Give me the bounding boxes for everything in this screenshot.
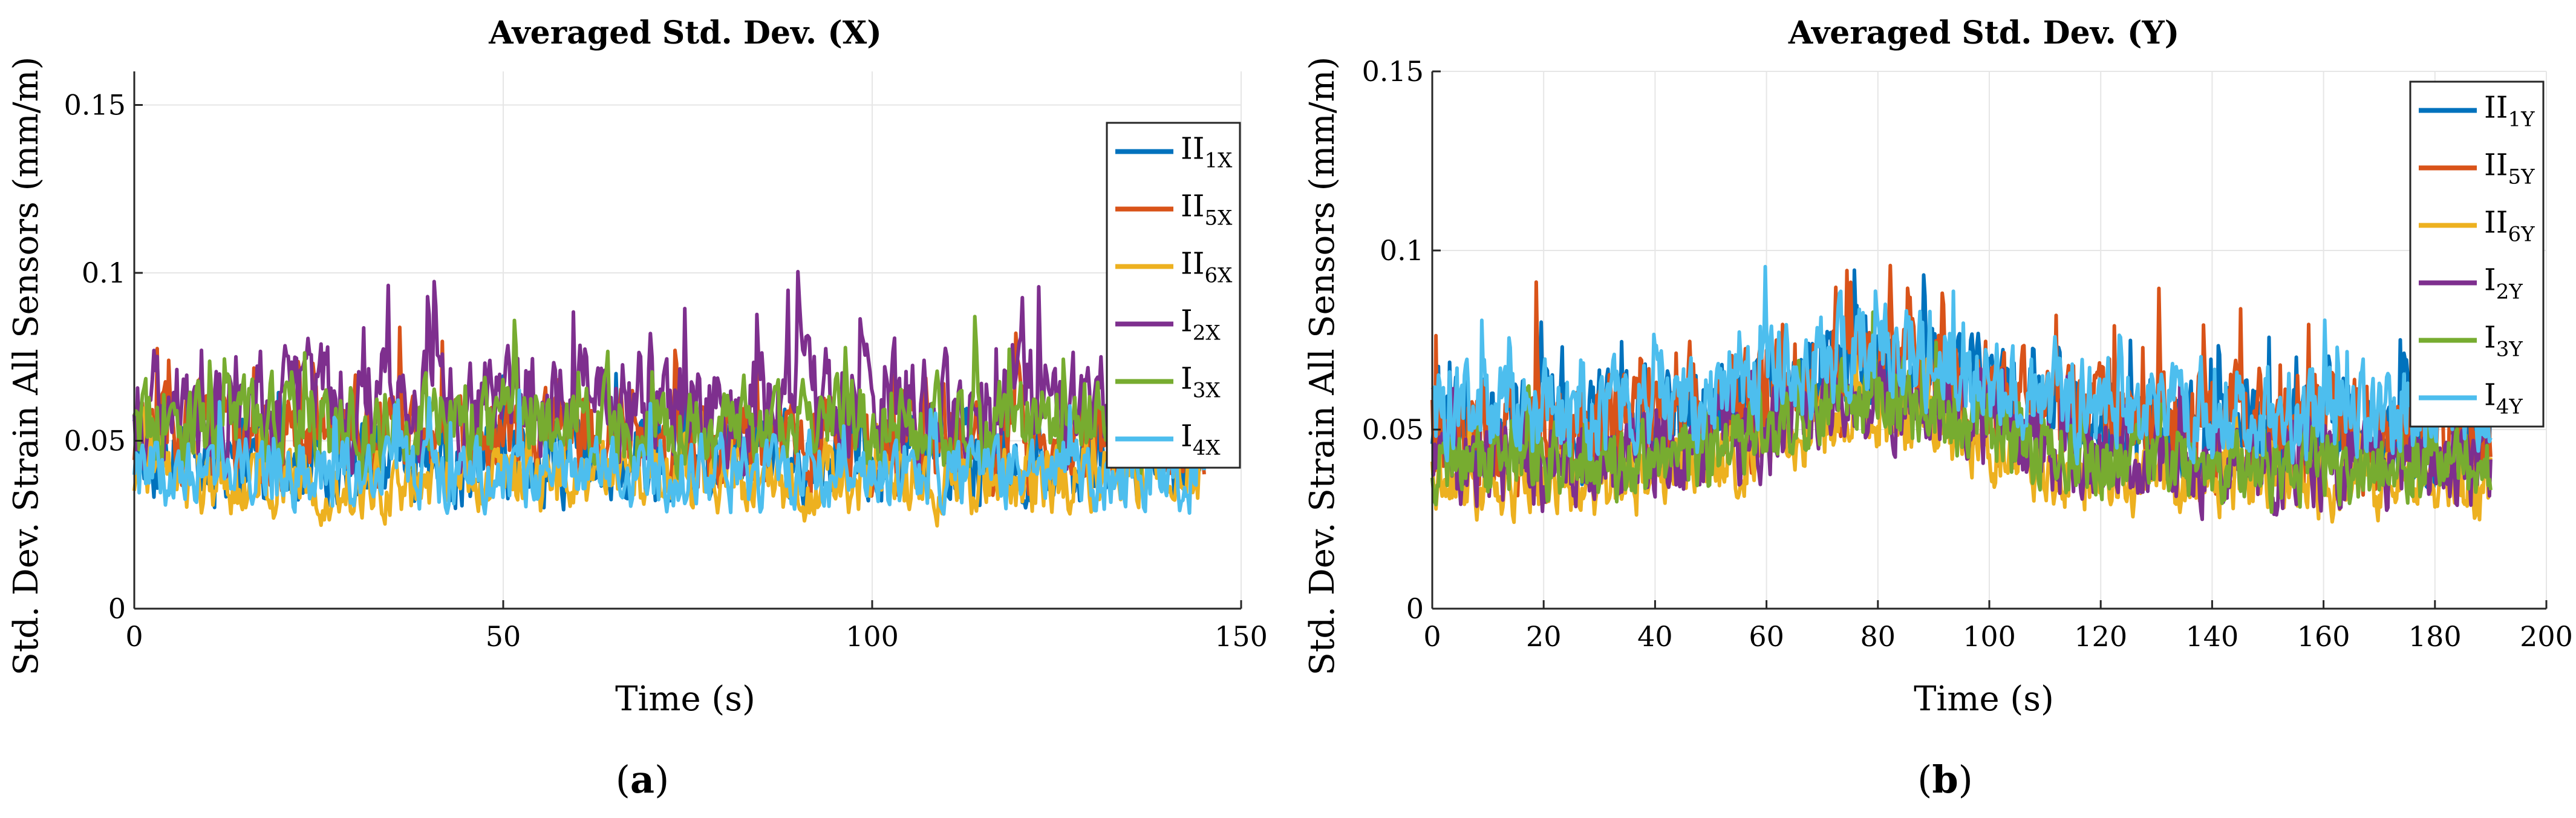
y-tick-label: 0.15 xyxy=(1362,55,1424,88)
panel-letter: b xyxy=(1932,757,1958,802)
legend-name: II xyxy=(1181,189,1205,224)
series-lines xyxy=(1430,263,2493,525)
legend-name: II xyxy=(1181,246,1205,281)
panel-letter: a xyxy=(630,757,654,802)
series-line-i-4x xyxy=(132,388,1206,516)
y-tick-label: 0.1 xyxy=(1380,234,1424,267)
x-axis-label: Time (s) xyxy=(615,679,755,719)
legend-subscript: 4X xyxy=(1193,436,1221,460)
legend-label: I3Y xyxy=(2484,320,2523,362)
y-tick-label: 0.05 xyxy=(64,425,126,457)
x-tick-label: 40 xyxy=(1637,620,1673,653)
legend-name: I xyxy=(1181,361,1193,396)
series-line-i-4y xyxy=(1430,264,2493,466)
legend-subscript: 3X xyxy=(1193,379,1221,403)
axes: 0 50 100 150 0 0.05 0.1 0.15 xyxy=(64,71,1268,653)
x-tick-label: 180 xyxy=(2408,620,2462,653)
chart-y-std-dev: Averaged Std. Dev. (Y) Time (s) Std. Dev… xyxy=(1303,15,2573,802)
chart-title: Averaged Std. Dev. (X) xyxy=(488,15,882,51)
x-tick-label: 20 xyxy=(1526,620,1562,653)
y-tick-label: 0.15 xyxy=(64,89,126,122)
legend-name: I xyxy=(2484,378,2496,413)
panel-label: (b) xyxy=(1917,757,1973,802)
legend-label: I3X xyxy=(1181,361,1221,403)
legend-name: II xyxy=(2484,205,2508,240)
legend-label: I2Y xyxy=(2484,263,2523,304)
panel-label: (a) xyxy=(616,757,670,802)
y-axis-label: Std. Dev. Strain All Sensors (mm/m) xyxy=(7,56,46,675)
legend-name: II xyxy=(2484,148,2508,183)
legend-label: II1X xyxy=(1181,131,1233,173)
legend-subscript: 1X xyxy=(1205,149,1233,173)
legend-label: II1Y xyxy=(2484,90,2535,132)
legend-name: II xyxy=(1181,131,1205,166)
x-tick-label: 100 xyxy=(846,620,899,653)
x-tick-label: 80 xyxy=(1860,620,1896,653)
x-tick-label: 120 xyxy=(2074,620,2127,653)
legend-subscript: 4Y xyxy=(2496,395,2523,419)
legend-name: I xyxy=(2484,320,2496,355)
legend-subscript: 6X xyxy=(1205,264,1233,288)
x-tick-label: 150 xyxy=(1215,620,1268,653)
legend-label: I4X xyxy=(1181,419,1221,460)
y-axis-label: Std. Dev. Strain All Sensors (mm/m) xyxy=(1303,56,1342,675)
x-tick-label: 160 xyxy=(2297,620,2350,653)
legend-label: I2X xyxy=(1181,304,1221,345)
legend-name: I xyxy=(1181,304,1193,339)
legend-box xyxy=(1106,122,1241,469)
x-tick-label: 200 xyxy=(2520,620,2573,653)
legend-subscript: 2Y xyxy=(2496,280,2523,304)
y-tick-label: 0.05 xyxy=(1362,413,1424,446)
legend-subscript: 6Y xyxy=(2508,223,2535,247)
legend-subscript: 5X xyxy=(1205,206,1233,231)
x-tick-label: 60 xyxy=(1749,620,1784,653)
legend-subscript: 3Y xyxy=(2496,338,2523,362)
legend-name: I xyxy=(1181,419,1193,454)
x-axis-label: Time (s) xyxy=(1914,679,2054,719)
series-line-i-3x xyxy=(132,315,1206,482)
y-tick-label: 0.1 xyxy=(82,257,126,289)
x-tick-label: 140 xyxy=(2185,620,2239,653)
chart-x-std-dev: Averaged Std. Dev. (X) Time (s) Std. Dev… xyxy=(7,15,1268,802)
series-lines xyxy=(132,270,1206,528)
axes: 0 20 40 60 80 100 120 140 160 180 200 0 0.05 0.1 0.15 xyxy=(1362,55,2573,653)
x-tick-label: 0 xyxy=(125,620,143,653)
legend-subscript: 2X xyxy=(1193,321,1221,345)
legend-box xyxy=(2409,80,2545,428)
legend-label: II6X xyxy=(1181,246,1233,288)
x-tick-label: 50 xyxy=(486,620,521,653)
legend-subscript: 1Y xyxy=(2508,108,2535,132)
legend-label: II5X xyxy=(1181,189,1233,231)
x-tick-label: 0 xyxy=(1423,620,1441,653)
chart-title: Averaged Std. Dev. (Y) xyxy=(1788,15,2179,51)
legend-subscript: 5Y xyxy=(2508,165,2535,189)
y-tick-label: 0 xyxy=(1406,592,1424,625)
legend-label: II6Y xyxy=(2484,205,2535,247)
x-tick-label: 100 xyxy=(1963,620,2016,653)
legend-label: I4Y xyxy=(2484,378,2523,419)
legend-label: II5Y xyxy=(2484,148,2535,189)
legend-name: II xyxy=(2484,90,2508,125)
legend-name: I xyxy=(2484,263,2496,298)
y-tick-label: 0 xyxy=(108,592,126,625)
